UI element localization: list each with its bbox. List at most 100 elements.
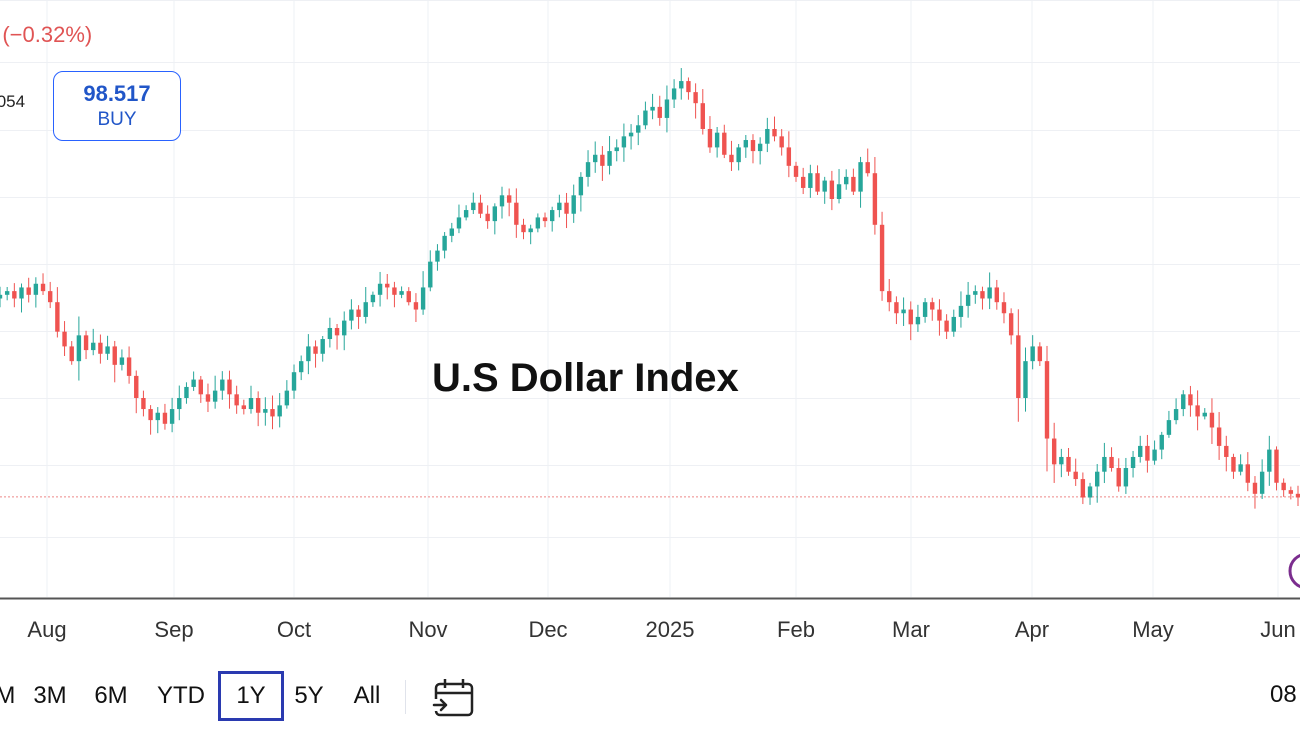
candle-up bbox=[19, 287, 24, 299]
candle-down bbox=[1073, 471, 1078, 480]
candle-down bbox=[1145, 445, 1150, 461]
candle-down bbox=[1252, 482, 1258, 494]
candle-down bbox=[485, 213, 490, 222]
candle-up bbox=[585, 162, 591, 177]
candle-up bbox=[578, 176, 584, 196]
candle-up bbox=[399, 291, 404, 295]
candle-down bbox=[1008, 313, 1014, 336]
candle-up bbox=[736, 147, 741, 163]
candle-up bbox=[499, 195, 505, 207]
candle-down bbox=[887, 291, 892, 303]
candle-up bbox=[220, 379, 225, 391]
candle-down bbox=[478, 202, 483, 214]
candle-down bbox=[1295, 493, 1300, 498]
candle-down bbox=[1080, 479, 1086, 498]
chart-title: U.S Dollar Index bbox=[432, 356, 739, 400]
candle-up bbox=[1102, 456, 1107, 472]
candle-up bbox=[1087, 486, 1093, 498]
candle-down bbox=[564, 202, 569, 214]
candle-down bbox=[141, 398, 146, 410]
buy-button[interactable]: 98.517 BUY bbox=[53, 71, 181, 141]
range-6m-button[interactable]: 6M bbox=[94, 682, 128, 709]
candle-down bbox=[722, 132, 727, 155]
candle-down bbox=[1001, 302, 1007, 314]
candle-up bbox=[105, 346, 110, 354]
candle-up bbox=[435, 250, 440, 262]
candle-up bbox=[263, 409, 268, 413]
calendar-icon[interactable] bbox=[432, 678, 478, 720]
candle-up bbox=[1267, 449, 1272, 472]
candle-down bbox=[707, 128, 713, 148]
x-tick-label: Sep bbox=[154, 617, 193, 642]
candle-down bbox=[55, 302, 60, 332]
candle-up bbox=[643, 110, 648, 126]
candle-down bbox=[162, 412, 168, 424]
candle-down bbox=[1188, 394, 1193, 406]
candle-down bbox=[83, 335, 89, 351]
candle-up bbox=[1138, 445, 1143, 457]
range-3m-button[interactable]: 3M bbox=[33, 682, 67, 709]
candle-down bbox=[686, 81, 691, 93]
candle-up bbox=[155, 412, 160, 421]
marker-icon[interactable] bbox=[1287, 551, 1300, 591]
candle-down bbox=[98, 342, 103, 354]
candle-up bbox=[184, 386, 189, 398]
candle-up bbox=[1173, 409, 1179, 421]
candle-down bbox=[12, 291, 17, 299]
candle-up bbox=[1030, 346, 1035, 362]
candle-down bbox=[234, 394, 239, 406]
candle-down bbox=[894, 302, 899, 314]
candle-up bbox=[743, 140, 749, 148]
candle-up bbox=[327, 327, 333, 340]
range-all-button[interactable]: All bbox=[353, 682, 381, 709]
candle-down bbox=[385, 283, 390, 288]
candle-down bbox=[700, 103, 705, 129]
candle-down bbox=[772, 128, 777, 137]
candle-up bbox=[420, 287, 426, 310]
candle-up bbox=[456, 217, 462, 229]
candle-up bbox=[636, 125, 641, 133]
candle-up bbox=[76, 335, 82, 362]
candle-down bbox=[148, 409, 153, 421]
candle-up bbox=[987, 287, 992, 299]
candle-up bbox=[549, 210, 555, 222]
candle-up bbox=[363, 302, 368, 317]
range-1m-button[interactable]: 1M bbox=[0, 682, 14, 709]
candle-up bbox=[1159, 434, 1164, 450]
chart-grid bbox=[0, 0, 1300, 597]
candle-up bbox=[844, 176, 849, 185]
range-ytd-button[interactable]: YTD bbox=[157, 682, 205, 709]
candle-down bbox=[1066, 456, 1071, 472]
candle-up bbox=[320, 339, 325, 354]
candle-down bbox=[413, 302, 419, 310]
candle-down bbox=[750, 140, 756, 152]
candle-down bbox=[851, 176, 856, 192]
candle-up bbox=[973, 291, 978, 295]
candle-up bbox=[349, 309, 354, 321]
candle-down bbox=[1281, 482, 1286, 491]
candle-up bbox=[1238, 464, 1243, 472]
candle-down bbox=[334, 327, 340, 336]
time-axis: Aug Sep Oct Nov Dec 2025 Feb Mar Apr May Jun bbox=[27, 617, 1295, 642]
candle-up bbox=[757, 143, 763, 152]
candle-down bbox=[908, 309, 913, 325]
candle-down bbox=[1037, 346, 1043, 362]
candle-down bbox=[1109, 456, 1114, 469]
candle-down bbox=[112, 346, 117, 365]
candle-down bbox=[994, 287, 1000, 303]
candle-up bbox=[0, 294, 3, 299]
candle-down bbox=[47, 291, 53, 303]
candle-down bbox=[937, 309, 942, 321]
candle-up bbox=[714, 132, 720, 148]
candle-up bbox=[965, 294, 971, 306]
range-5y-button[interactable]: 5Y bbox=[294, 682, 324, 709]
range-1y-button[interactable]: 1Y bbox=[218, 671, 284, 721]
candle-up bbox=[370, 294, 376, 303]
range-divider bbox=[405, 680, 406, 714]
candle-up bbox=[342, 320, 347, 336]
candle-down bbox=[800, 176, 806, 188]
candle-down bbox=[255, 398, 261, 413]
ohlc-value: .054 bbox=[0, 92, 26, 111]
candle-up bbox=[177, 398, 182, 410]
